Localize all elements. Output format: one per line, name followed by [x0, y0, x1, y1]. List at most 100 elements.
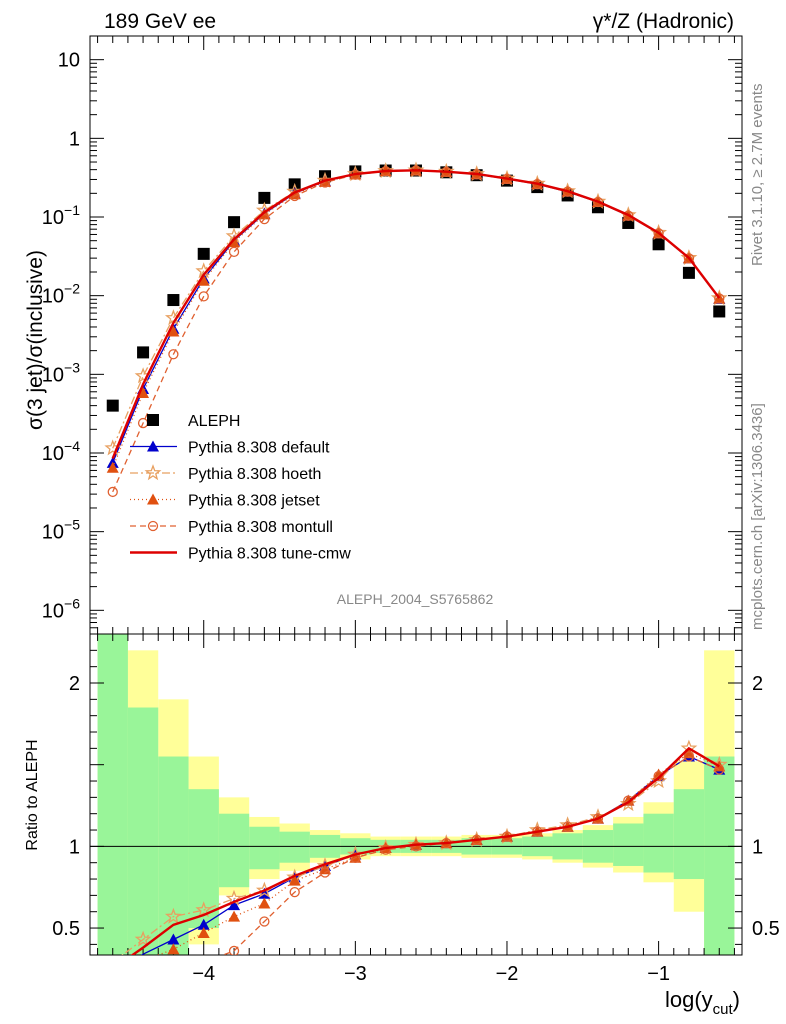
x-axis-label-sub: cut: [713, 1001, 734, 1018]
point-aleph: [258, 191, 271, 204]
band-inner-bin: [97, 634, 128, 955]
upper-y-tick-label: 1: [69, 128, 80, 150]
point-montull: [168, 349, 179, 360]
point-jetset: [258, 208, 271, 220]
series-cmw: [111, 169, 721, 459]
upper-frame: [89, 35, 743, 635]
point-aleph: [167, 294, 180, 307]
legend-entry-montull: Pythia 8.308 montull: [130, 519, 333, 536]
legend-marker-aleph: [147, 414, 159, 426]
ratio-point-hoeth: [195, 901, 213, 918]
legend-label-cmw: Pythia 8.308 tune-cmw: [188, 546, 351, 563]
point-montull: [259, 213, 270, 225]
lower-y-axis-label: Ratio to ALEPH: [24, 739, 41, 850]
point-aleph: [106, 399, 119, 412]
ratio-y-tick-label-right: 2: [752, 673, 763, 695]
legend-entry-hoeth: Pythia 8.308 hoeth: [130, 464, 321, 483]
x-tick-label: −2: [496, 963, 519, 985]
legend-entry-cmw: Pythia 8.308 tune-cmw: [130, 546, 351, 563]
point-jetset: [167, 325, 180, 337]
band-inner-bin: [643, 813, 674, 873]
band-inner-bin: [704, 756, 735, 955]
point-montull: [592, 196, 604, 208]
x-tick-label: −1: [647, 963, 670, 985]
legend: ALEPH Pythia 8.308 default Pythia 8.308 ho…: [130, 413, 351, 563]
x-axis-label-main: log(y: [665, 987, 713, 1012]
ratio-point-montull: [259, 916, 270, 927]
band-inner-bin: [673, 789, 705, 880]
ratio-point-default: [228, 899, 241, 911]
ratio-point-hoeth: [134, 930, 152, 947]
point-aleph: [228, 216, 241, 229]
legend-label-default: Pythia 8.308 default: [188, 440, 330, 457]
ratio-point-jetset: [228, 910, 241, 922]
ratio-point-montull: [289, 886, 300, 898]
ratio-y-tick-label: 2: [69, 673, 80, 695]
upper-y-tick-label: 10: [58, 50, 80, 72]
ratio-line-hoeth: [121, 747, 720, 955]
series-aleph: [106, 164, 726, 412]
legend-entry-jetset: Pythia 8.308 jetset: [130, 493, 320, 510]
point-jetset: [197, 274, 210, 286]
upper-series: [104, 161, 728, 498]
ratio-point-montull: [653, 770, 664, 782]
ratio-point-jetset: [652, 768, 665, 780]
point-aleph: [682, 266, 695, 279]
legend-entry-default: Pythia 8.308 default: [130, 440, 330, 457]
ratio-point-montull: [228, 945, 240, 955]
side-text-top: Rivet 3.1.10, ≥ 2.7M events: [749, 84, 766, 267]
band-inner-bin: [127, 707, 159, 955]
point-aleph: [713, 305, 726, 318]
header-left: 189 GeV ee: [104, 10, 216, 33]
x-axis-label: log(ycut): [665, 987, 740, 1018]
header-right: γ*/Z (Hadronic): [593, 10, 734, 33]
line-jetset: [112, 169, 720, 468]
legend-entry-aleph: ALEPH: [147, 413, 240, 430]
ratio-point-jetset: [288, 874, 301, 886]
point-montull: [107, 486, 118, 498]
ratio-line-cmw: [130, 746, 720, 955]
point-montull: [228, 246, 240, 258]
point-montull: [714, 293, 725, 304]
side-text-bottom: mcplots.cern.ch [arXiv:1306.3436]: [749, 403, 766, 630]
ratio-y-tick-label-right: 1: [752, 836, 763, 858]
x-tick-label: −3: [344, 963, 367, 985]
line-hoeth: [112, 169, 720, 449]
legend-label-montull: Pythia 8.308 montull: [188, 519, 333, 536]
series-hoeth: [104, 161, 728, 456]
ratio-point-montull: [623, 795, 634, 806]
band-inner-bin: [613, 823, 644, 866]
ratio-point-montull: [319, 867, 331, 878]
ratio-point-jetset: [258, 897, 271, 909]
upper-axes: 10−6 10−5 10−4 10−3 10−2 10−1 1 10: [42, 35, 743, 635]
band-inner-bin: [188, 789, 219, 929]
legend-label-hoeth: Pythia 8.308 hoeth: [188, 466, 321, 483]
point-aleph: [652, 238, 665, 251]
analysis-label: ALEPH_2004_S5765862: [337, 591, 494, 607]
ratio-point-jetset: [167, 943, 180, 955]
legend-marker-jetset: [147, 493, 159, 505]
point-aleph: [137, 346, 150, 359]
point-jetset: [137, 386, 150, 398]
legend-label-jetset: Pythia 8.308 jetset: [188, 493, 320, 510]
band-inner-bin: [249, 826, 280, 870]
point-montull: [653, 228, 664, 239]
upper-y-tick-label: 10−5: [42, 517, 80, 544]
band-inner-bin: [218, 813, 250, 888]
ratio-y-tick-label-right: 0.5: [752, 918, 780, 940]
ratio-y-tick-label: 0.5: [52, 918, 80, 940]
legend-marker-hoeth: [144, 464, 162, 481]
ratio-point-default: [167, 933, 180, 945]
upper-y-tick-label: 10−1: [42, 202, 80, 229]
upper-y-tick-label: 10−3: [42, 359, 80, 386]
point-jetset: [106, 461, 119, 473]
line-cmw: [111, 169, 721, 459]
ratio-point-montull: [683, 751, 695, 762]
ratio-point-jetset: [197, 926, 210, 938]
x-axis-label-close: ): [733, 987, 740, 1012]
upper-y-tick-label: 10−4: [42, 438, 80, 465]
ratio-y-tick-label: 1: [69, 836, 80, 858]
ratio-series: [121, 739, 728, 955]
point-montull: [683, 253, 695, 264]
